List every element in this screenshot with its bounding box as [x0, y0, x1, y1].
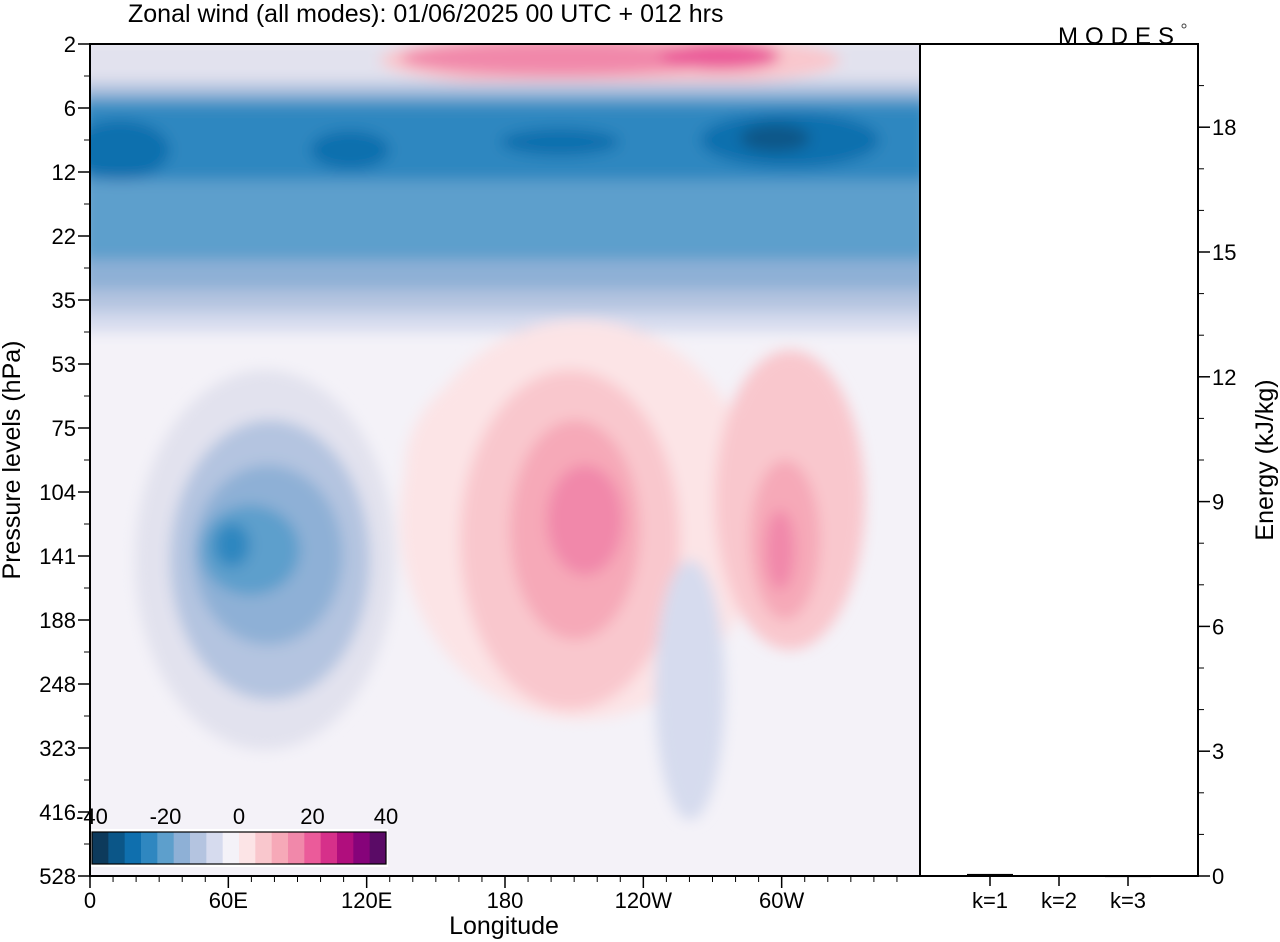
y-tick-label: 53	[52, 352, 76, 377]
colorbar-swatch	[239, 832, 256, 864]
colorbar-swatch	[288, 832, 305, 864]
colorbar-swatch	[157, 832, 175, 864]
x-tick-label: 120W	[615, 888, 673, 913]
y-tick-label: 12	[52, 160, 76, 185]
y-tick-label: 528	[39, 864, 76, 889]
x-tick-label: 120E	[341, 888, 392, 913]
y-tick-label: 188	[39, 608, 76, 633]
x-tick-label: 60E	[209, 888, 248, 913]
copyright-mark	[1181, 23, 1187, 29]
pressure-axis: 2 6 12 22 35 53 75 104 141 188 248 323 416 528	[39, 32, 90, 889]
colorbar-swatch	[369, 832, 387, 864]
colorbar-tick-label: 0	[233, 804, 245, 829]
energy-axis: 0 3 6 9 12 15 18	[1198, 85, 1236, 889]
colorbar-swatch	[255, 832, 273, 864]
x-tick-label: 180	[487, 888, 524, 913]
energy-category-label: k=3	[1110, 888, 1146, 913]
energy-axis-label: Energy (kJ/kg)	[1251, 379, 1279, 540]
colorbar-swatch	[190, 832, 207, 864]
colorbar-swatch	[173, 832, 191, 864]
y-tick-label: 2	[64, 32, 76, 57]
colorbar-swatch	[271, 832, 289, 864]
y-tick-label: 6	[64, 96, 76, 121]
y-tick-label: 35	[52, 288, 76, 313]
colorbar-border	[91, 831, 387, 865]
energy-tick-label: 15	[1212, 240, 1236, 265]
colorbar-swatch	[92, 832, 109, 864]
wind-field	[90, 44, 920, 876]
modes-logo: MODES	[1058, 23, 1181, 50]
x-tick-label: 0	[84, 888, 96, 913]
colorbar-swatch	[304, 832, 322, 864]
colorbar-swatch	[353, 832, 371, 864]
y-axis-label: Pressure levels (hPa)	[0, 341, 26, 580]
energy-tick-label: 0	[1212, 864, 1224, 889]
energy-bar	[1105, 875, 1151, 878]
colorbar-tick-label: 40	[374, 804, 398, 829]
energy-bar	[1036, 875, 1082, 877]
colorbar-tick-label: -20	[150, 804, 182, 829]
energy-bars: k=1 k=2 k=3	[967, 873, 1151, 913]
colorbar-swatch	[320, 832, 338, 864]
colorbar-swatch	[141, 832, 158, 864]
energy-tick-label: 6	[1212, 614, 1224, 639]
chart-title: Zonal wind (all modes): 01/06/2025 00 UT…	[128, 0, 723, 28]
longitude-axis: 0 60E 120E 180 120W 60W	[84, 876, 898, 913]
colorbar-tick-label: 20	[300, 804, 324, 829]
colorbar-swatch	[337, 832, 354, 864]
y-tick-label: 416	[39, 800, 76, 825]
energy-tick-label: 3	[1212, 739, 1224, 764]
energy-category-label: k=1	[972, 888, 1008, 913]
y-tick-label: 104	[39, 480, 76, 505]
colorbar-swatch	[206, 832, 224, 864]
energy-category-label: k=2	[1041, 888, 1077, 913]
y-tick-label: 248	[39, 672, 76, 697]
energy-tick-label: 9	[1212, 490, 1224, 515]
energy-tick-label: 12	[1212, 365, 1236, 390]
y-tick-label: 75	[52, 416, 76, 441]
colorbar-swatch	[108, 832, 126, 864]
energy-panel-frame	[919, 43, 1199, 877]
colorbar-swatch	[124, 832, 142, 864]
colorbar-tick-label: -40	[76, 804, 108, 829]
x-axis-label: Longitude	[449, 912, 559, 940]
y-tick-label: 323	[39, 736, 76, 761]
energy-tick-label: 18	[1212, 115, 1236, 140]
y-tick-label: 22	[52, 224, 76, 249]
colorbar-labels: -40 -20 0 20 40	[76, 804, 398, 829]
colorbar-swatch	[222, 832, 240, 864]
energy-bar	[967, 873, 1013, 876]
x-tick-label: 60W	[759, 888, 804, 913]
colorbar	[90, 829, 388, 867]
y-tick-label: 141	[39, 544, 76, 569]
